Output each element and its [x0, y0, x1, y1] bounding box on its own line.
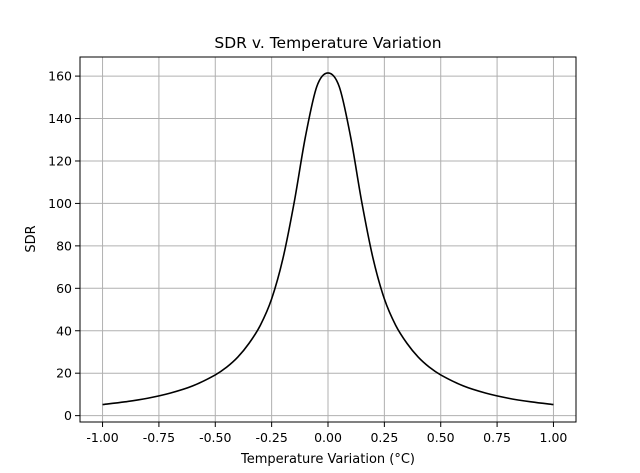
- y-tick-label: 0: [64, 408, 72, 423]
- x-tick-label: -0.50: [199, 430, 231, 445]
- y-tick-label: 80: [56, 238, 72, 253]
- chart-title: SDR v. Temperature Variation: [214, 34, 441, 52]
- x-tick-label: 1.00: [540, 430, 568, 445]
- y-tick-label: 40: [56, 323, 72, 338]
- x-gridlines: [102, 57, 554, 422]
- y-tick-label: 160: [48, 69, 72, 84]
- x-tick-label: -1.00: [86, 430, 118, 445]
- x-axis-ticks: -1.00 -0.75 -0.50 -0.25 0.00 0.25 0.50 0.75 1.00: [86, 422, 567, 445]
- x-tick-label: 0.25: [370, 430, 398, 445]
- x-tick-label: 0.00: [314, 430, 342, 445]
- y-tick-label: 120: [48, 153, 72, 168]
- x-tick-label: -0.75: [143, 430, 175, 445]
- y-gridlines: [80, 75, 576, 417]
- y-tick-label: 20: [56, 366, 72, 381]
- x-tick-label: -0.25: [255, 430, 287, 445]
- x-tick-label: 0.75: [483, 430, 511, 445]
- y-tick-label: 100: [48, 196, 72, 211]
- y-axis-ticks: 0 20 40 60 80 100 120 140 160: [48, 69, 80, 423]
- y-tick-label: 140: [48, 111, 72, 126]
- sdr-series-line: [102, 72, 554, 406]
- y-axis-label: SDR: [24, 225, 39, 252]
- y-tick-label: 60: [56, 281, 72, 296]
- x-axis-label: Temperature Variation (°C): [240, 452, 415, 467]
- x-tick-label: 0.50: [427, 430, 455, 445]
